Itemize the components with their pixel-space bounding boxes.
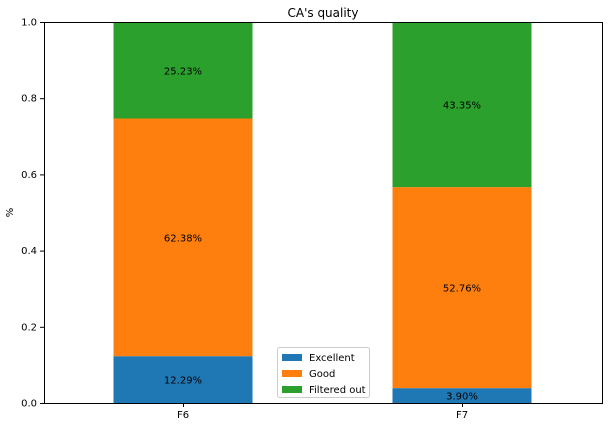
bar-good-f7 [392, 187, 532, 389]
plot-frame [44, 22, 603, 404]
bars-group: 12.29% 62.38% 25.23% 3.90% 52.76% 43.35% [113, 21, 532, 403]
chart-title: CA's quality [287, 6, 358, 20]
bar-good-f6 [113, 118, 253, 357]
legend-swatch-good [282, 370, 302, 377]
legend-label-filtered-out: Filtered out [309, 385, 366, 396]
bar-filtered-out-f6 [113, 22, 253, 119]
y-ticks-group: 0.0 0.2 0.4 0.6 0.8 1.0 [21, 18, 44, 410]
y-tick-label: 0.6 [21, 170, 37, 181]
x-ticks-group: F6 F7 [177, 403, 468, 421]
data-label-filtered-out-f6: 25.23% [164, 66, 202, 77]
y-tick-label: 0.8 [21, 94, 37, 105]
data-label-excellent-f7: 3.90% [446, 392, 478, 403]
data-label-filtered-out-f7: 43.35% [443, 101, 481, 112]
x-tick-label: F7 [456, 410, 468, 421]
legend-label-excellent: Excellent [309, 353, 355, 364]
legend-swatch-filtered-out [282, 386, 302, 393]
data-label-good-f6: 62.38% [164, 233, 202, 244]
data-label-excellent-f6: 12.29% [164, 376, 202, 387]
y-tick-label: 1.0 [21, 18, 37, 29]
data-label-good-f7: 52.76% [443, 284, 481, 295]
bar-filtered-out-f7 [392, 21, 532, 188]
x-tick-label: F6 [177, 410, 189, 421]
bar-excellent-f6 [113, 356, 253, 403]
legend-swatch-excellent [282, 354, 302, 361]
y-tick-label: 0.0 [21, 399, 37, 410]
legend-label-good: Good [309, 369, 335, 380]
y-axis-label: % [5, 208, 16, 218]
y-tick-label: 0.2 [21, 322, 37, 333]
legend: Excellent Good Filtered out [277, 347, 370, 398]
bar-excellent-f7 [392, 388, 532, 403]
y-tick-label: 0.4 [21, 246, 37, 257]
